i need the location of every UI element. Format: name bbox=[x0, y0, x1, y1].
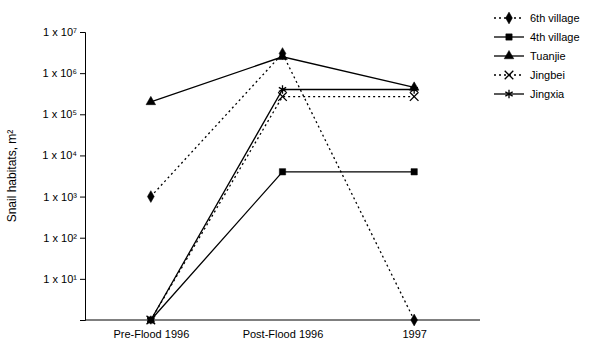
y-tick-label: 1 x 10³ bbox=[43, 191, 77, 203]
x-tick-label: Post-Flood 1996 bbox=[243, 328, 324, 340]
legend-marker bbox=[505, 71, 514, 80]
y-tick-label: 1 x 10⁷ bbox=[43, 26, 77, 38]
y-tick: 1 x 10⁶ bbox=[43, 67, 86, 79]
x-axis: Pre-Flood 1996 Post-Flood 1996 1997 bbox=[85, 320, 480, 340]
x-tick: Pre-Flood 1996 bbox=[113, 328, 189, 340]
legend-label: Jingxia bbox=[530, 88, 565, 100]
y-tick-mark bbox=[80, 155, 85, 156]
y-tick: 1 x 10¹ bbox=[43, 273, 85, 285]
series-marker bbox=[147, 191, 154, 203]
legend-marker bbox=[506, 12, 513, 24]
x-axis-line bbox=[85, 320, 480, 321]
series-marker bbox=[146, 96, 156, 104]
legend-marker bbox=[505, 90, 512, 98]
legend-entry: Jingbei bbox=[494, 69, 565, 81]
x-tick-label: 1997 bbox=[402, 328, 426, 340]
series-marker bbox=[410, 85, 417, 93]
legend-entry: 4th village bbox=[494, 31, 580, 43]
y-tick-mark bbox=[80, 73, 85, 74]
y-tick-mark bbox=[80, 197, 85, 198]
y-axis-title: Snail habitats, m² bbox=[5, 130, 19, 223]
y-tick-label: 1 x 10¹ bbox=[43, 273, 77, 285]
y-tick-mark bbox=[80, 279, 85, 280]
legend-label: 6th village bbox=[530, 12, 580, 24]
y-tick-label: 1 x 10⁵ bbox=[42, 108, 77, 120]
legend: 6th village 4th village Tuanjie Jingbei Jing… bbox=[494, 12, 580, 100]
plot-area bbox=[146, 48, 419, 326]
y-tick-mark bbox=[80, 238, 85, 239]
y-axis: 1 x 10¹ 1 x 10² 1 x 10³ 1 x 10⁴ 1 x 10⁵ 1 x 1… bbox=[42, 26, 85, 320]
y-tick: 1 x 10⁴ bbox=[42, 149, 85, 161]
y-tick-label: 1 x 10² bbox=[43, 232, 77, 244]
legend-label: Tuanjie bbox=[530, 50, 566, 62]
x-tick: 1997 bbox=[402, 328, 426, 340]
series-marker bbox=[279, 85, 286, 93]
series-marker bbox=[279, 169, 285, 175]
y-tick: 1 x 10⁷ bbox=[43, 26, 85, 38]
legend-label: Jingbei bbox=[530, 69, 565, 81]
x-tick-label: Pre-Flood 1996 bbox=[113, 328, 189, 340]
series-line bbox=[151, 54, 414, 320]
y-tick-label: 1 x 10⁶ bbox=[43, 67, 78, 79]
series-marker bbox=[411, 314, 418, 326]
series-line bbox=[151, 57, 414, 102]
series-marker bbox=[411, 169, 417, 175]
series-marker bbox=[147, 316, 154, 324]
y-tick: 1 x 10³ bbox=[43, 191, 85, 203]
legend-marker bbox=[504, 50, 514, 58]
y-tick: 1 x 10⁵ bbox=[42, 108, 85, 120]
legend-label: 4th village bbox=[530, 31, 580, 43]
series-marker bbox=[278, 51, 288, 59]
legend-entry: Jingxia bbox=[494, 88, 565, 100]
y-tick-mark bbox=[80, 32, 85, 33]
legend-entry: 6th village bbox=[494, 12, 580, 24]
series-line bbox=[151, 172, 414, 320]
series-line bbox=[151, 90, 414, 320]
x-tick: Post-Flood 1996 bbox=[243, 328, 324, 340]
y-tick-mark bbox=[80, 114, 85, 115]
legend-marker bbox=[506, 34, 512, 40]
y-axis-line bbox=[80, 33, 86, 321]
series-marker bbox=[147, 316, 156, 325]
y-tick: 1 x 10² bbox=[43, 232, 85, 244]
series-line bbox=[151, 97, 414, 320]
y-tick-label: 1 x 10⁴ bbox=[42, 149, 77, 161]
legend-entry: Tuanjie bbox=[494, 50, 566, 62]
chart: 1 x 10¹ 1 x 10² 1 x 10³ 1 x 10⁴ 1 x 10⁵ 1 x 1… bbox=[0, 0, 600, 354]
